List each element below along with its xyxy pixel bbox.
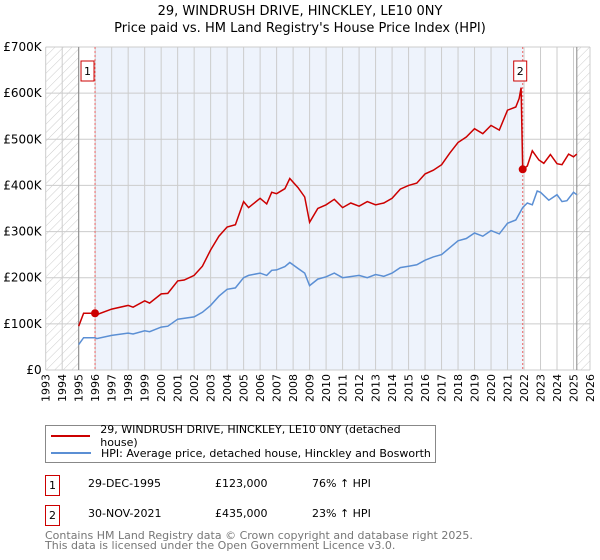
sale-label-box bbox=[513, 60, 528, 82]
ownership-shade bbox=[95, 47, 523, 370]
x-tick-label: 2026 bbox=[584, 374, 597, 402]
x-tick-label: 2015 bbox=[403, 374, 416, 402]
x-tick-label: 2020 bbox=[485, 374, 498, 402]
legend-label-hpi: HPI: Average price, detached house, Hinc… bbox=[101, 446, 431, 460]
transaction-hpi: 76% ↑ HPI bbox=[312, 477, 371, 490]
x-tick-label: 1995 bbox=[73, 374, 86, 402]
transaction-row: 2 30-NOV-2021 £435,000 23% ↑ HPI bbox=[45, 505, 445, 526]
x-tick-label: 2010 bbox=[320, 374, 333, 402]
x-tick-label: 2009 bbox=[304, 374, 317, 402]
transaction-hpi: 23% ↑ HPI bbox=[312, 507, 371, 520]
sale-label: 1 bbox=[84, 65, 91, 78]
legend-item-hpi: HPI: Average price, detached house, Hinc… bbox=[46, 445, 431, 461]
transaction-marker: 2 bbox=[45, 505, 60, 526]
sale-label: 2 bbox=[517, 65, 524, 78]
x-tick-label: 2011 bbox=[337, 374, 350, 402]
x-tick-label: 2002 bbox=[188, 374, 201, 402]
hatched-region-after bbox=[576, 47, 590, 370]
x-tick-label: 2019 bbox=[469, 374, 482, 402]
x-tick-label: 2025 bbox=[568, 374, 581, 402]
transaction-date: 29-DEC-1995 bbox=[88, 477, 162, 490]
property-price-line bbox=[77, 87, 578, 327]
x-tick-label: 2024 bbox=[551, 374, 564, 402]
x-tick-label: 2004 bbox=[221, 374, 234, 402]
footer-copyright: Contains HM Land Registry data © Crown c… bbox=[45, 529, 473, 542]
y-tick-label: £500K bbox=[3, 132, 43, 146]
footer-licence: This data is licensed under the Open Gov… bbox=[45, 539, 396, 552]
legend-red-line bbox=[51, 435, 91, 437]
price-chart: 1993 1994 1995 1996 1997 1998 1999 2000 2001 2002… bbox=[3, 40, 597, 402]
legend-item-property: 29, WINDRUSH DRIVE, HINCKLEY, LE10 0NY (… bbox=[46, 423, 435, 449]
x-tick-label: 1998 bbox=[122, 374, 135, 402]
chart-legend: 29, WINDRUSH DRIVE, HINCKLEY, LE10 0NY (… bbox=[45, 423, 436, 463]
y-tick-label: £100K bbox=[3, 317, 43, 331]
x-tick-label: 2022 bbox=[518, 374, 531, 402]
y-tick-label: £0 bbox=[26, 363, 41, 377]
x-tick-label: 1993 bbox=[40, 374, 53, 402]
x-tick-label: 2008 bbox=[287, 374, 300, 402]
x-tick-label: 2007 bbox=[271, 374, 284, 402]
x-tick-label: 2012 bbox=[353, 374, 366, 402]
transaction-row: 1 29-DEC-1995 £123,000 76% ↑ HPI bbox=[45, 475, 445, 496]
x-tick-label: 2016 bbox=[419, 374, 432, 402]
transaction-price: £435,000 bbox=[215, 507, 268, 520]
x-tick-label: 2017 bbox=[436, 374, 449, 402]
y-tick-label: £600K bbox=[3, 86, 43, 100]
x-tick-label: 1999 bbox=[139, 374, 152, 402]
y-tick-label: £200K bbox=[3, 271, 43, 285]
transaction-price: £123,000 bbox=[215, 477, 268, 490]
x-tick-label: 2003 bbox=[205, 374, 218, 402]
sale-point bbox=[91, 309, 100, 318]
sale-label-box bbox=[80, 60, 95, 82]
x-tick-label: 2018 bbox=[452, 374, 465, 402]
x-tick-label: 2023 bbox=[535, 374, 548, 402]
x-tick-label: 1997 bbox=[106, 374, 119, 402]
hpi-line bbox=[78, 190, 578, 346]
legend-label-property: 29, WINDRUSH DRIVE, HINCKLEY, LE10 0NY (… bbox=[100, 423, 401, 449]
x-tick-label: 2001 bbox=[172, 374, 185, 402]
x-tick-label: 2021 bbox=[502, 374, 515, 402]
chart-subtitle: Price paid vs. HM Land Registry's House … bbox=[114, 21, 486, 36]
x-tick-label: 2013 bbox=[370, 374, 383, 402]
y-tick-label: £700K bbox=[3, 40, 43, 54]
y-tick-label: £300K bbox=[3, 225, 43, 239]
legend-blue-line bbox=[51, 452, 91, 454]
x-tick-label: 2000 bbox=[155, 374, 168, 402]
transaction-date: 30-NOV-2021 bbox=[88, 507, 162, 520]
y-tick-label: £400K bbox=[3, 178, 43, 192]
x-tick-label: 2006 bbox=[254, 374, 267, 402]
transaction-marker: 1 bbox=[45, 475, 60, 496]
x-tick-label: 1994 bbox=[56, 374, 69, 402]
x-tick-label: 1996 bbox=[89, 374, 102, 402]
x-tick-label: 2005 bbox=[238, 374, 251, 402]
chart-title: 29, WINDRUSH DRIVE, HINCKLEY, LE10 0NY bbox=[157, 4, 443, 19]
sale-point bbox=[518, 165, 527, 174]
x-tick-label: 2014 bbox=[386, 374, 399, 402]
